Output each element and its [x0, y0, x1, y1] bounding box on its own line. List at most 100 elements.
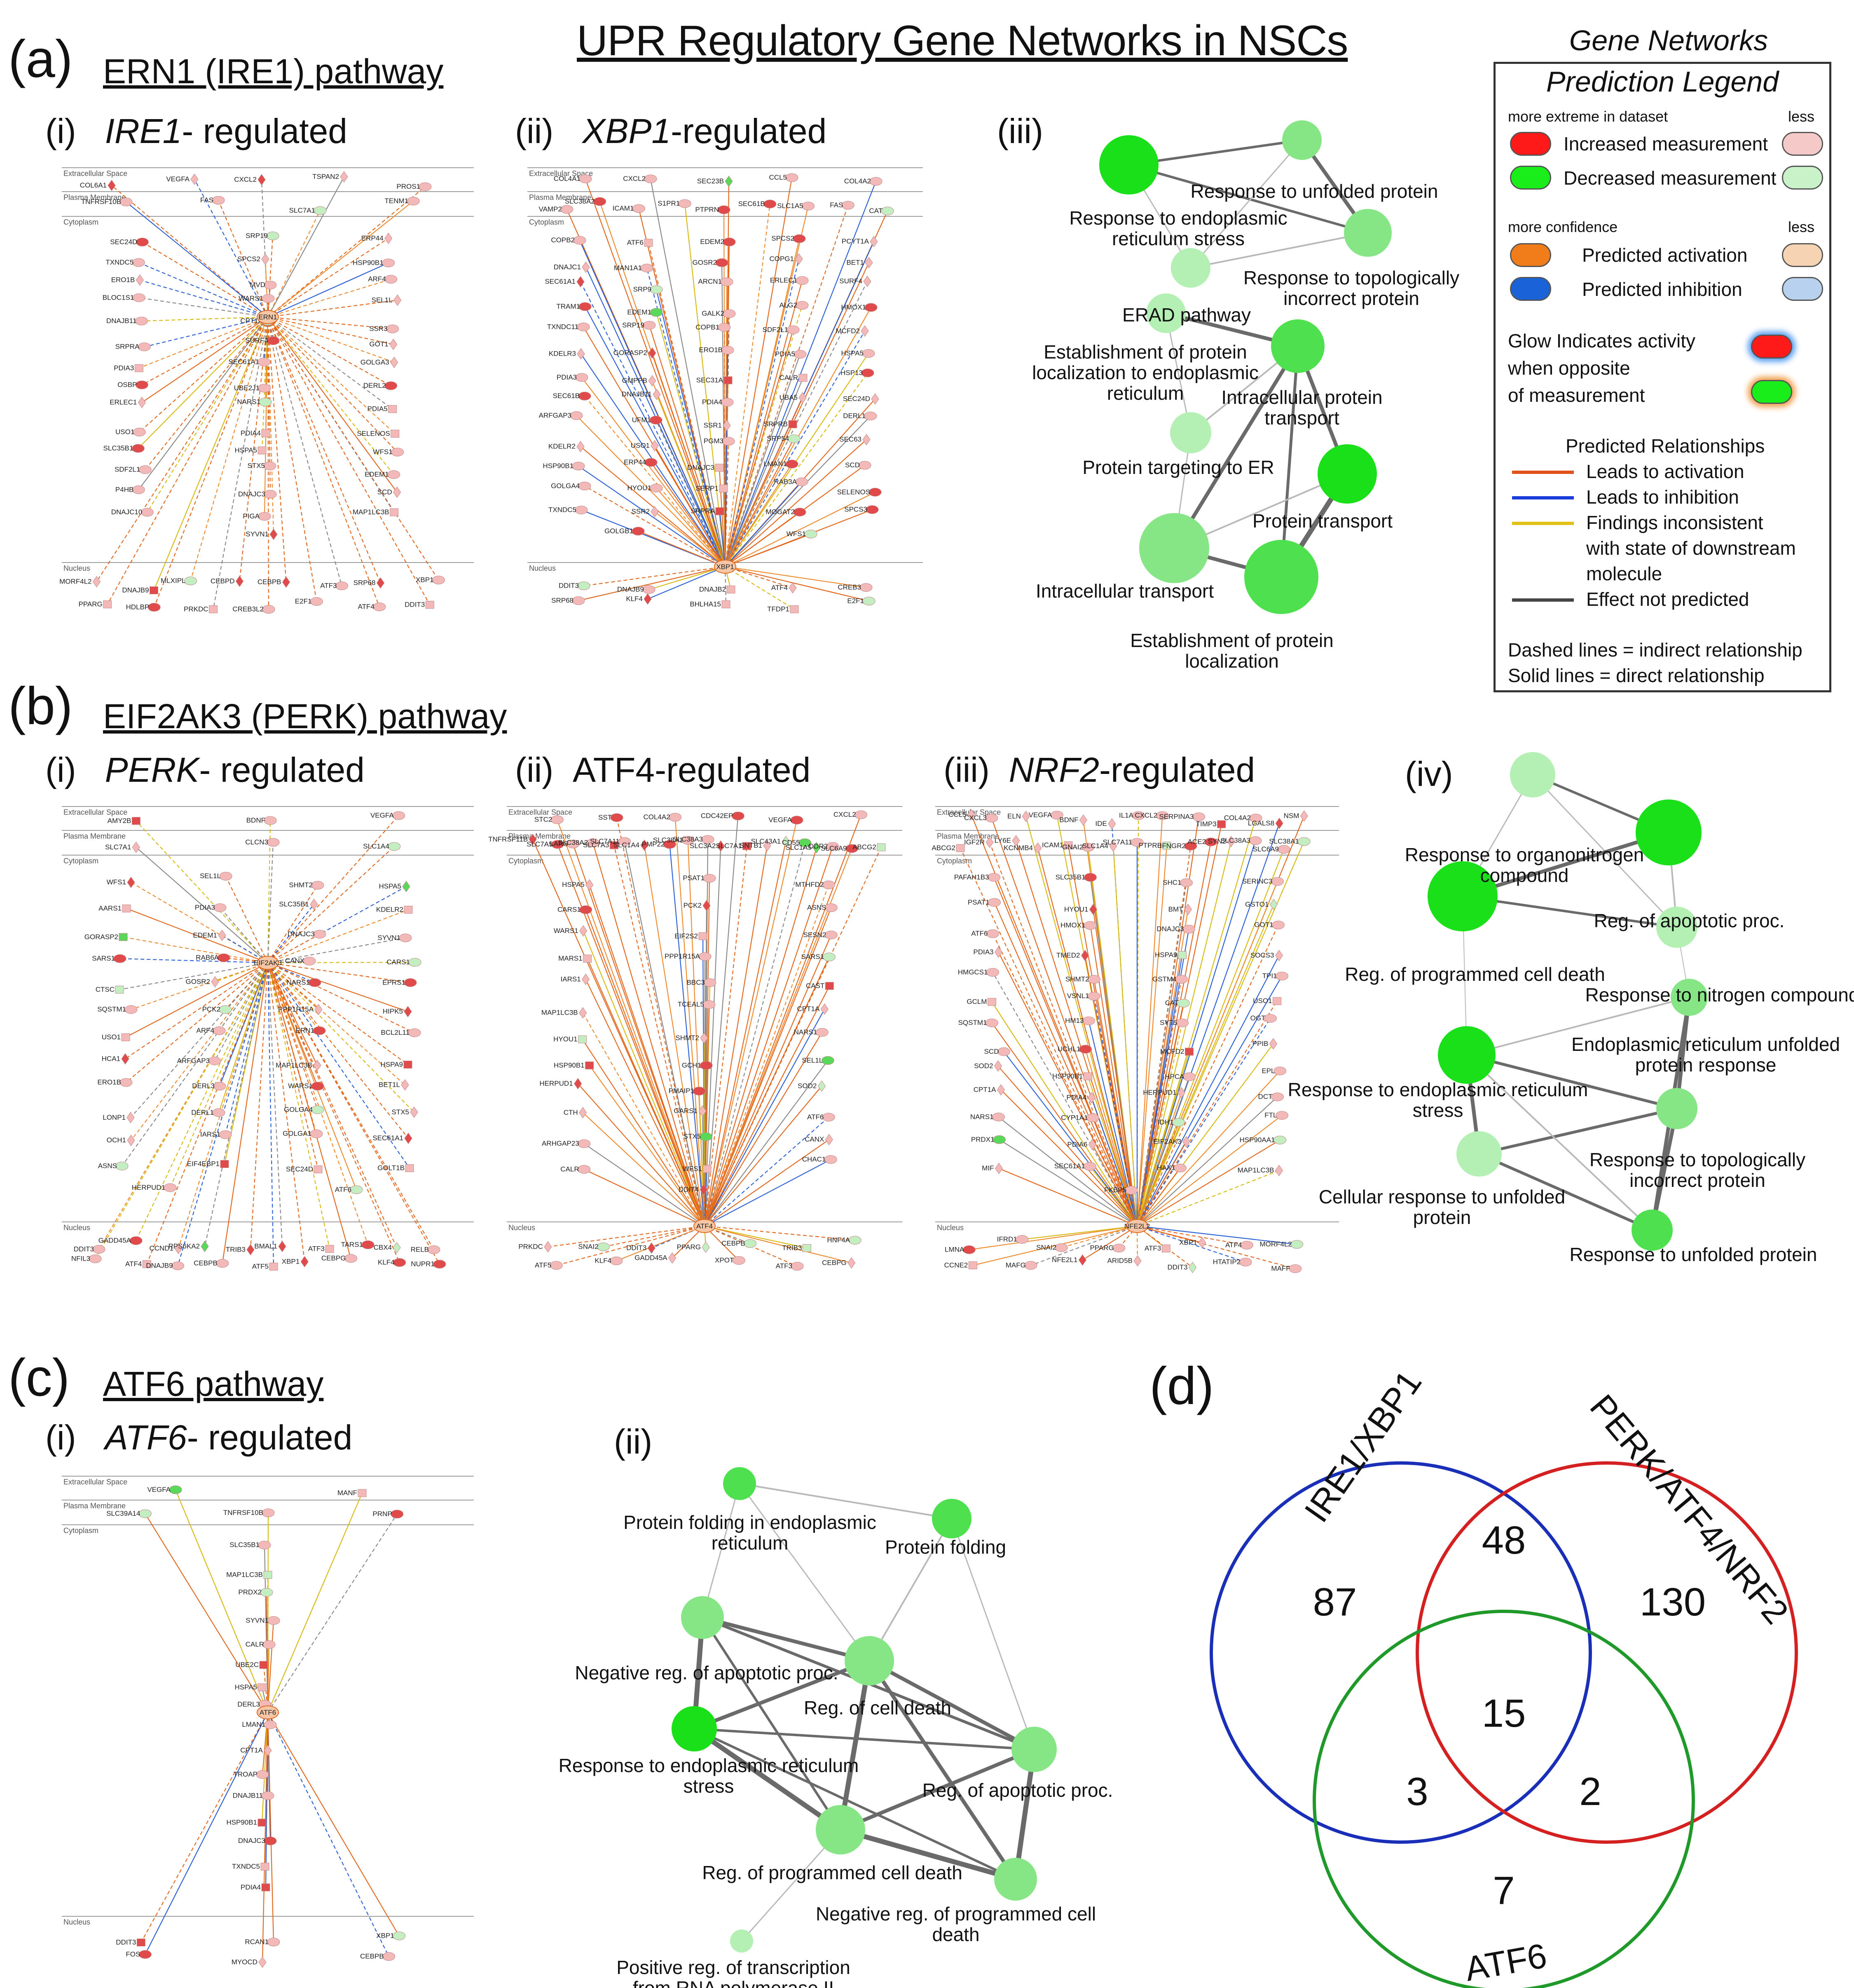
gene-label-mif: MIF — [982, 1164, 994, 1172]
gene-label-morf4l2: MORF4L2 — [1259, 1240, 1292, 1248]
gene-label-serp1: SERP1 — [695, 484, 719, 492]
edge-hyou1 — [656, 488, 726, 567]
edge-tram1 — [585, 306, 726, 567]
edge-dnajb9 — [153, 316, 269, 591]
edge-syvn1 — [267, 937, 406, 964]
gene-node-slc35b1 — [258, 1540, 271, 1550]
gene-node-atf6 — [986, 929, 999, 938]
gene-node-cat — [1177, 999, 1190, 1008]
edge-cebpb — [222, 963, 269, 1264]
gene-node-lman1 — [264, 1720, 277, 1729]
gene-label-sntb1: SNTB1 — [740, 842, 762, 849]
edge-ssr3 — [267, 316, 393, 330]
edge-dnajc3 — [719, 467, 726, 567]
gene-label-hspa5: HSPA5 — [235, 446, 258, 454]
hub-label-atf4: ATF4 — [696, 1222, 713, 1230]
panel-c-title: ATF6 pathway — [103, 1364, 324, 1403]
gene-label-cebpg: CEBPG — [321, 1254, 346, 1262]
gene-node-vegfa — [392, 811, 405, 820]
gene-label-slc38a2: SLC38A2 — [565, 197, 595, 205]
gene-label-scd: SCD — [984, 1048, 999, 1055]
gene-node-ssr3 — [386, 324, 399, 333]
edge-slc6a9 — [1136, 849, 1285, 1226]
gene-label-ddit3: DDIT3 — [1167, 1264, 1187, 1271]
gene-node-srp68 — [376, 577, 385, 589]
gene-label-mlxipl: MLXIPL — [161, 577, 185, 585]
gene-node-slc1a4 — [388, 842, 401, 851]
gene-node-asns — [115, 1162, 129, 1171]
gene-label-dnajb2: DNAJB2 — [699, 586, 726, 593]
gene-label-vegfa: VEGFA — [166, 175, 190, 183]
gene-node-dnajb9 — [171, 1261, 185, 1270]
gene-label-ptprb: PTPRB — [1138, 842, 1162, 849]
venn-count-atf6-only: 7 — [1493, 1868, 1515, 1913]
nrf2-network-diagram: Extracellular Space Plasma Membrane Cytopl… — [932, 806, 1339, 1273]
gene-node-bet1l — [401, 1079, 409, 1091]
gene-node-troap — [256, 1770, 269, 1779]
gene-node-slc38a2 — [593, 197, 606, 206]
gene-node-slc38a3 — [1249, 836, 1262, 845]
gene-label-cth: CTH — [564, 1109, 578, 1116]
gene-node-arhgap23 — [578, 1139, 591, 1148]
gene-node-slc6a9 — [845, 844, 859, 853]
legend-findings-1: Findings inconsistent — [1586, 512, 1763, 533]
gene-node-slc7a5 — [551, 840, 564, 849]
gene-label-klf4: KLF4 — [626, 595, 643, 603]
gene-label-map1lc3b: MAP1LC3B — [353, 508, 389, 516]
gene-node-herpud1 — [164, 1183, 177, 1192]
gene-node-hnf4a — [848, 1236, 861, 1245]
gene-node-hsp90aa1 — [1273, 1135, 1286, 1144]
edge-hnf4a — [704, 1225, 855, 1241]
edge-pparg — [107, 316, 268, 605]
gene-node-icam1 — [632, 204, 645, 213]
gene-label-slc7a11: SLC7A11 — [1103, 838, 1132, 846]
edge-nars1 — [998, 1116, 1138, 1226]
panel-b-ii-label: (ii) ATF4-regulated — [515, 750, 810, 790]
gene-node-dnajb11 — [135, 316, 148, 326]
gene-node-uchl1 — [1079, 1045, 1092, 1054]
gene-label-nars1: NARS1 — [286, 978, 310, 986]
gene-label-dnajc3: DNAJC3 — [1156, 925, 1184, 933]
edge-shc1 — [1136, 882, 1187, 1226]
legend-more-extreme: more extreme in dataset — [1508, 108, 1668, 125]
gene-label-uso1: USO1 — [1253, 997, 1272, 1005]
edge-hsp90b1 — [578, 466, 726, 567]
gene-node-txndc5 — [260, 1862, 269, 1871]
edge-pdia5 — [267, 316, 393, 410]
gene-node-copg1 — [795, 253, 803, 265]
gene-label-slc7a5: SLC7A5 — [527, 840, 552, 848]
gene-node-map1lc3b — [579, 1007, 587, 1019]
gene-label-pros1: PROS1 — [396, 183, 420, 190]
compartment-label-plasma: Plasma Membrane — [63, 832, 126, 840]
legend-more-confidence: more confidence — [1508, 218, 1618, 235]
gene-node-atf3 — [325, 1245, 334, 1253]
edge-dnajb9 — [648, 566, 726, 590]
gene-node-nars1 — [308, 978, 321, 987]
gene-label-pdia3: PDIA3 — [557, 373, 577, 381]
go-a3-label-1: Response to endoplasmic reticulum stress — [1069, 207, 1287, 249]
gene-node-shmt2 — [311, 881, 324, 890]
gene-node-nars1 — [992, 1113, 1005, 1121]
gene-node-atf5 — [550, 1261, 563, 1270]
gene-label-derl3: DERL3 — [237, 1700, 260, 1708]
gene-label-dnajb11: DNAJB11 — [233, 1791, 263, 1799]
edge-uso1 — [125, 962, 268, 1038]
edge-col6a1 — [111, 185, 268, 318]
gene-label-abcg2: ABCG2 — [852, 843, 876, 851]
edge-wars1 — [583, 931, 705, 1226]
edge-p4hb — [138, 316, 268, 490]
hub-node-eif2ak3 — [257, 956, 279, 970]
gene-node-pdia5 — [388, 405, 397, 413]
edge-dnajb11 — [656, 394, 726, 567]
gene-node-serpina3 — [1192, 812, 1205, 821]
gene-node-hsp90b1 — [1084, 1072, 1092, 1081]
edge-shmt2 — [1093, 979, 1138, 1226]
gene-node-hmox1 — [864, 303, 878, 312]
gene-label-cdc42ep: CDC42EP — [701, 812, 733, 820]
gene-label-cast: CAST — [806, 982, 824, 989]
gene-node-pdia3 — [213, 903, 227, 912]
gene-label-kdelr2: KDELR2 — [376, 905, 403, 913]
gene-node-golga3 — [390, 356, 398, 368]
gene-node-gars1 — [698, 1105, 707, 1117]
gene-node-psat1 — [988, 898, 1001, 907]
